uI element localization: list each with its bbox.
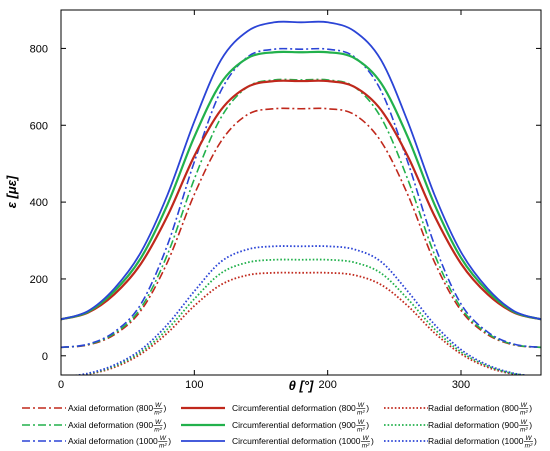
y-tick-label: 800 <box>30 43 48 55</box>
legend-close-paren: ) <box>529 420 532 430</box>
y-tick-label: 400 <box>30 197 48 209</box>
legend-label: Axial deformation (900 <box>68 420 153 430</box>
legend-unit-numerator: W <box>525 435 532 442</box>
legend-unit-denominator: m² <box>362 443 370 450</box>
legend-item: Axial deformation (900 Wm²) <box>22 419 167 434</box>
x-tick-label: 300 <box>452 379 470 391</box>
legend-close-paren: ) <box>534 436 537 446</box>
legend-unit-denominator: m² <box>154 410 162 417</box>
legend-label: Radial deformation (800 <box>428 403 519 413</box>
legend-unit-numerator: W <box>521 419 528 426</box>
legend-item: Radial deformation (1000 Wm²) <box>384 435 537 450</box>
legend-label: Circumferential deformation (1000 <box>232 436 361 446</box>
x-axis-label: θ [°] <box>289 378 314 393</box>
legend-label: Axial deformation (800 <box>68 403 153 413</box>
legend-unit-denominator: m² <box>525 443 533 450</box>
legend-item: Radial deformation (900 Wm²) <box>384 419 532 434</box>
legend-close-paren: ) <box>371 436 374 446</box>
series-line-6 <box>73 271 529 375</box>
y-tick-label: 600 <box>30 120 48 132</box>
plot-frame <box>60 9 542 376</box>
x-tick-label: 0 <box>58 379 64 391</box>
series-line-0 <box>61 107 541 349</box>
series-line-5 <box>61 20 541 321</box>
legend-unit-denominator: m² <box>520 410 528 417</box>
legend-label: Circumferential deformation (800 <box>232 403 356 413</box>
legend-label: Radial deformation (900 <box>428 420 519 430</box>
legend-close-paren: ) <box>164 403 167 413</box>
legend-unit-denominator: m² <box>159 443 167 450</box>
legend-unit-numerator: W <box>521 402 528 409</box>
legend-item: Axial deformation (800 Wm²) <box>22 402 167 417</box>
series-line-8 <box>70 245 532 375</box>
legend-unit-denominator: m² <box>357 410 365 417</box>
series-line-3 <box>61 79 541 321</box>
series-line-1 <box>61 78 541 349</box>
legend-unit-numerator: W <box>362 435 369 442</box>
legend-close-paren: ) <box>366 403 369 413</box>
legend-unit-numerator: W <box>358 402 365 409</box>
legend-unit-numerator: W <box>160 435 167 442</box>
legend-label: Axial deformation (1000 <box>68 436 158 446</box>
legend-close-paren: ) <box>529 403 532 413</box>
legend-item: Circumferential deformation (900 Wm²) <box>181 419 369 434</box>
series-line-4 <box>61 50 541 321</box>
legend-close-paren: ) <box>366 420 369 430</box>
legend-unit-numerator: W <box>155 419 162 426</box>
legend-label: Radial deformation (1000 <box>428 436 524 446</box>
legend-item: Axial deformation (1000 Wm²) <box>22 435 171 450</box>
y-tick-label: 200 <box>30 274 48 286</box>
legend-item: Radial deformation (800 Wm²) <box>384 402 532 417</box>
y-tick-label: 0 <box>42 351 48 363</box>
legend-item: Circumferential deformation (800 Wm²) <box>181 402 369 417</box>
legend-unit-numerator: W <box>358 419 365 426</box>
legend-unit-denominator: m² <box>357 427 365 434</box>
y-axis-label: ε [με] <box>4 175 19 208</box>
legend-close-paren: ) <box>164 420 167 430</box>
legend: Axial deformation (800 Wm²)Axial deformat… <box>22 402 537 450</box>
legend-close-paren: ) <box>168 436 171 446</box>
x-tick-label: 100 <box>185 379 203 391</box>
legend-unit-numerator: W <box>155 402 162 409</box>
series-line-2 <box>61 47 541 349</box>
legend-unit-denominator: m² <box>520 427 528 434</box>
legend-unit-denominator: m² <box>154 427 162 434</box>
legend-label: Circumferential deformation (900 <box>232 420 356 430</box>
x-tick-label: 200 <box>318 379 336 391</box>
legend-item: Circumferential deformation (1000 Wm²) <box>181 435 374 450</box>
